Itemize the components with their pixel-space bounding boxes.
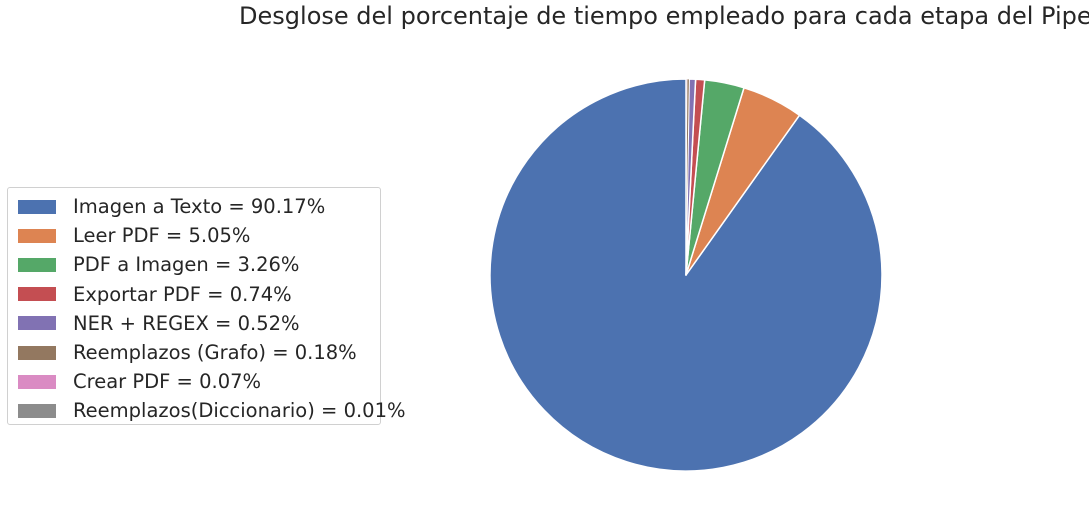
legend-label-5: Reemplazos (Grafo) = 0.18% bbox=[73, 341, 357, 365]
chart-title: Desglose del porcentaje de tiempo emplea… bbox=[239, 2, 1089, 30]
legend-item-7: Reemplazos(Diccionario) = 0.01% bbox=[18, 396, 406, 425]
legend-swatch-7 bbox=[18, 403, 56, 418]
legend-item-0: Imagen a Texto = 90.17% bbox=[18, 192, 380, 221]
legend-label-1: Leer PDF = 5.05% bbox=[73, 224, 251, 248]
pie-slices bbox=[489, 78, 883, 472]
legend-item-1: Leer PDF = 5.05% bbox=[18, 221, 380, 250]
legend-item-3: Exportar PDF = 0.74% bbox=[18, 280, 380, 309]
legend-swatch-0 bbox=[18, 199, 56, 214]
legend-swatch-6 bbox=[18, 374, 56, 389]
legend-label-2: PDF a Imagen = 3.26% bbox=[73, 253, 300, 277]
legend-label-0: Imagen a Texto = 90.17% bbox=[73, 195, 326, 219]
legend-item-5: Reemplazos (Grafo) = 0.18% bbox=[18, 338, 380, 367]
legend-label-6: Crear PDF = 0.07% bbox=[73, 370, 262, 394]
legend-swatch-3 bbox=[18, 287, 56, 302]
legend-swatch-2 bbox=[18, 257, 56, 272]
legend-item-4: NER + REGEX = 0.52% bbox=[18, 309, 380, 338]
legend-swatch-1 bbox=[18, 228, 56, 243]
legend-swatch-5 bbox=[18, 345, 56, 360]
legend-item-2: PDF a Imagen = 3.26% bbox=[18, 250, 380, 279]
legend: Imagen a Texto = 90.17% Leer PDF = 5.05% P… bbox=[7, 187, 406, 425]
legend-label-7: Reemplazos(Diccionario) = 0.01% bbox=[73, 399, 406, 423]
legend-label-3: Exportar PDF = 0.74% bbox=[73, 282, 292, 306]
legend-swatch-4 bbox=[18, 316, 56, 331]
legend-item-6: Crear PDF = 0.07% bbox=[18, 367, 380, 396]
legend-label-4: NER + REGEX = 0.52% bbox=[73, 311, 300, 335]
